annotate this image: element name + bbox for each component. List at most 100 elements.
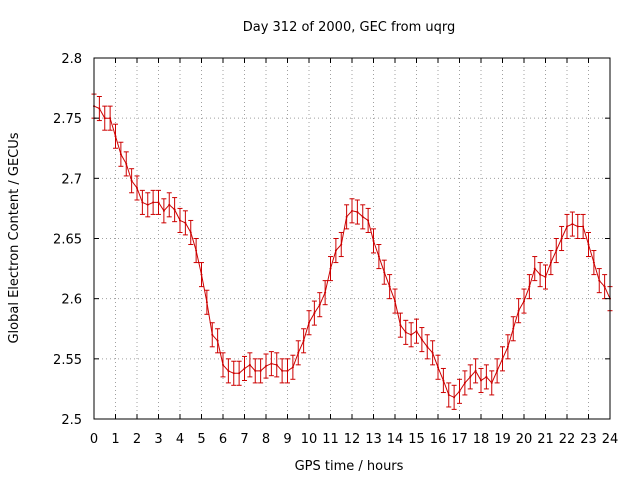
data-point	[528, 285, 531, 288]
data-point	[308, 321, 310, 324]
x-tick-label: 9	[283, 432, 291, 447]
data-point	[506, 345, 509, 348]
data-point	[329, 267, 332, 270]
x-tick-label: 7	[240, 432, 248, 447]
data-point	[453, 396, 456, 399]
y-tick-label: 2.6	[61, 293, 82, 308]
data-point	[566, 225, 568, 228]
x-tick-label: 8	[262, 432, 270, 447]
data-point	[571, 223, 574, 226]
data-point	[168, 203, 171, 206]
y-tick-label: 2.8	[61, 52, 82, 67]
data-point	[248, 363, 251, 366]
data-point	[576, 225, 579, 228]
y-tick-label: 2.55	[53, 353, 82, 368]
data-point	[399, 324, 402, 327]
grid	[94, 58, 610, 419]
tick-labels: 0 1 2 3 4 5 6 7 8 9 10 11 12 13 14 15 16 17 18 19 20 21 22 23 24…	[53, 52, 618, 447]
data-point	[512, 327, 515, 330]
data-point	[383, 271, 386, 274]
data-point	[426, 345, 429, 348]
x-tick-label: 11	[322, 432, 339, 447]
data-point	[404, 331, 407, 334]
data-point	[377, 255, 380, 258]
data-point	[517, 309, 520, 312]
data-point	[587, 243, 590, 246]
gec-series-line	[93, 105, 611, 398]
data-point	[372, 239, 375, 242]
y-tick-label: 2.5	[61, 413, 82, 428]
data-point	[560, 237, 563, 240]
data-point	[157, 201, 160, 204]
data-point	[496, 369, 499, 372]
x-tick-label: 20	[516, 432, 533, 447]
x-tick-label: 15	[408, 432, 425, 447]
x-tick-label: 1	[111, 432, 119, 447]
x-tick-label: 12	[344, 432, 361, 447]
data-point	[243, 367, 246, 370]
data-point	[281, 369, 284, 372]
data-point	[539, 273, 542, 276]
data-point	[523, 300, 525, 303]
data-point	[485, 375, 488, 378]
data-point	[205, 301, 208, 304]
x-tick-label: 13	[365, 432, 382, 447]
data-point	[173, 208, 176, 211]
data-point	[592, 261, 595, 264]
data-point	[179, 219, 181, 222]
data-point	[555, 249, 558, 252]
data-point	[189, 231, 192, 234]
x-tick-label: 3	[154, 432, 162, 447]
data-point	[200, 273, 203, 276]
data-point	[388, 285, 391, 288]
data-point	[302, 339, 305, 342]
data-point	[232, 372, 235, 375]
data-points	[93, 105, 611, 399]
data-point	[297, 351, 300, 354]
data-point	[474, 369, 477, 372]
data-point	[146, 203, 149, 206]
data-point	[463, 381, 466, 384]
data-point	[458, 390, 461, 393]
data-point	[125, 162, 128, 165]
data-point	[415, 330, 418, 333]
data-point	[420, 338, 423, 341]
data-point	[324, 291, 327, 294]
data-point	[394, 300, 396, 303]
data-point	[313, 312, 316, 315]
data-point	[216, 339, 219, 342]
data-point	[410, 333, 413, 336]
data-point	[103, 117, 106, 120]
x-tick-label: 23	[580, 432, 597, 447]
chart-title: Day 312 of 2000, GEC from uqrg	[243, 20, 456, 35]
data-point	[490, 381, 493, 384]
x-tick-label: 14	[387, 432, 404, 447]
data-point	[211, 333, 214, 336]
x-tick-label: 10	[301, 432, 318, 447]
y-tick-label: 2.7	[61, 172, 82, 187]
x-axis-label: GPS time / hours	[295, 459, 404, 474]
data-point	[533, 267, 536, 270]
data-point	[603, 285, 606, 288]
x-tick-label: 21	[537, 432, 554, 447]
data-point	[582, 225, 585, 228]
data-point	[334, 249, 337, 252]
data-point	[431, 351, 434, 354]
data-point	[238, 372, 241, 375]
data-point	[356, 211, 359, 214]
x-tick-label: 19	[494, 432, 511, 447]
data-point	[469, 375, 472, 378]
x-tick-label: 18	[473, 432, 490, 447]
data-point	[291, 366, 294, 369]
data-point	[361, 215, 364, 218]
data-point	[345, 215, 348, 218]
x-tick-label: 16	[430, 432, 447, 447]
data-point	[437, 366, 439, 369]
data-point	[141, 201, 144, 204]
x-tick-label: 6	[219, 432, 227, 447]
data-point	[265, 365, 267, 368]
data-point	[501, 357, 504, 360]
data-point	[480, 379, 482, 382]
y-tick-label: 2.65	[53, 233, 82, 248]
